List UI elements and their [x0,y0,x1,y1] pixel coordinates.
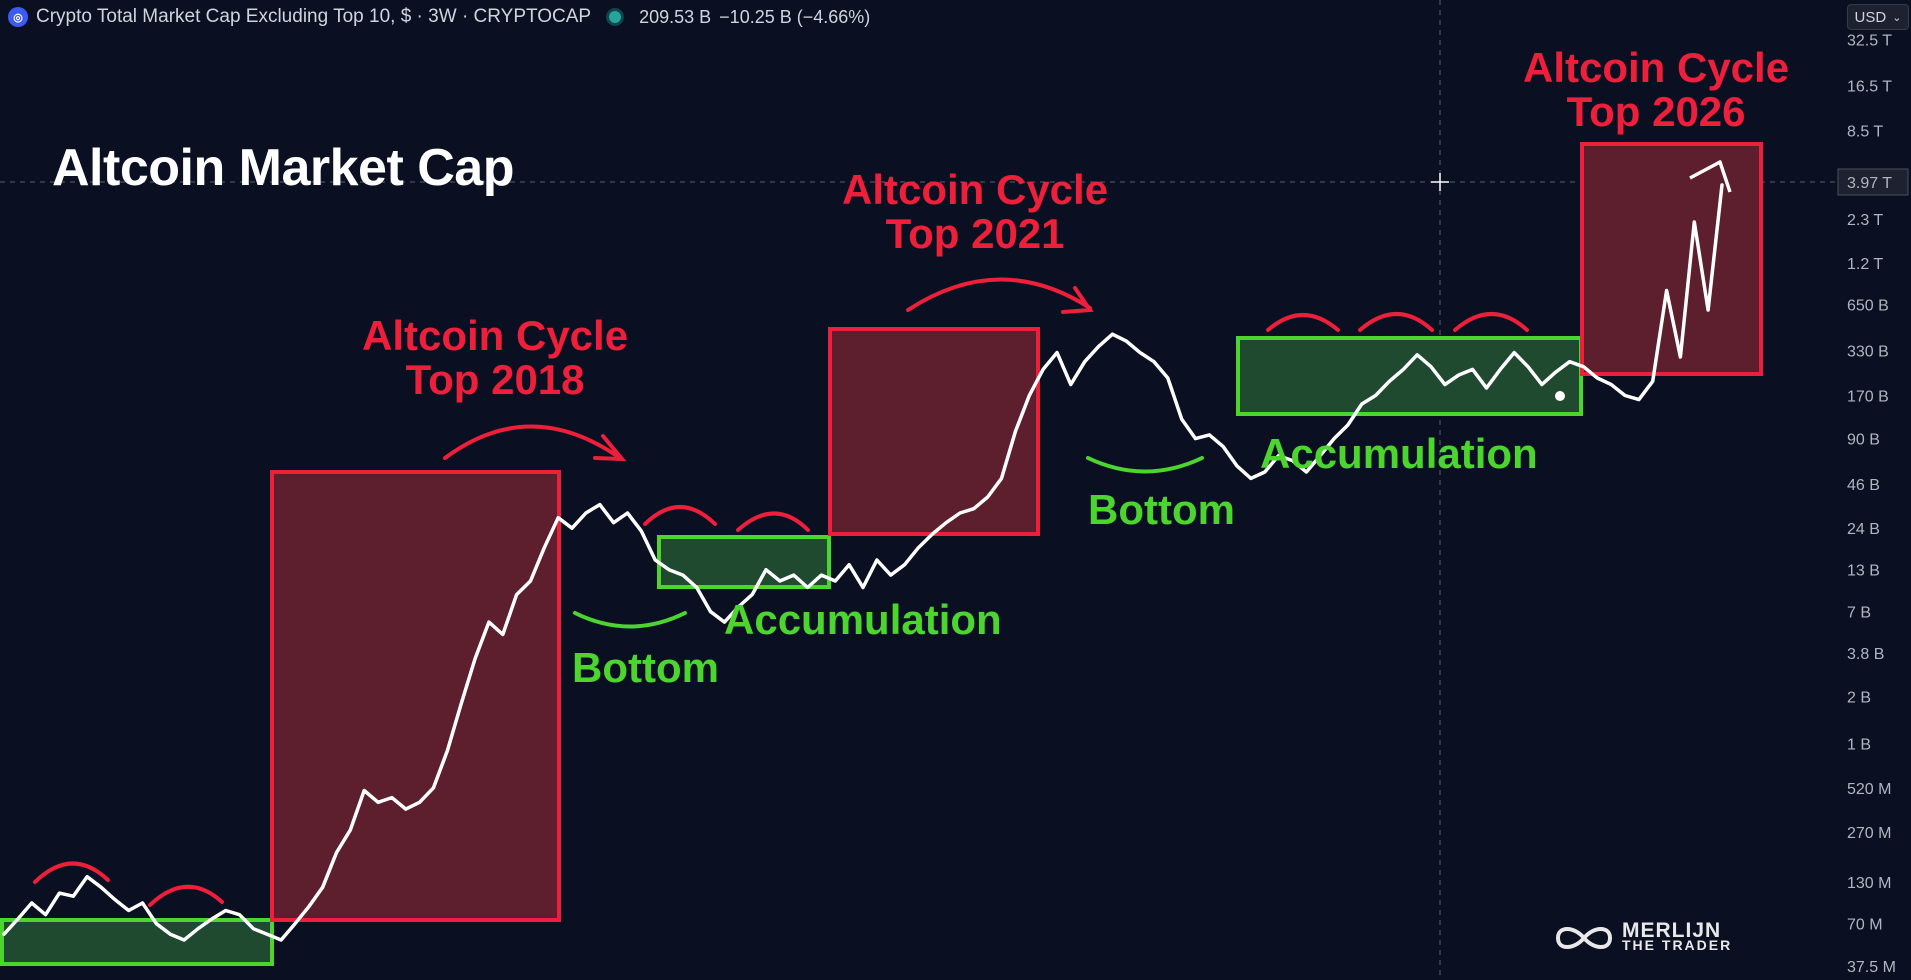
watermark-line-2: THE TRADER [1622,937,1733,953]
y-axis-tick-label: 37.5 M [1847,959,1896,976]
y-axis-tick-label: 2 B [1847,690,1871,707]
watermark-line-1: MERLIJN [1622,919,1722,942]
cycle-arc [736,511,810,532]
y-axis-tick-label: 3.8 B [1847,646,1884,663]
cycle-arc [1453,312,1529,332]
y-axis-tick-label: 170 B [1847,388,1889,405]
cycle-arc [33,861,110,884]
arrow-head [1061,286,1094,314]
top-2026-label: Altcoin Cycle Top 2026 [1523,46,1789,134]
currency-dropdown[interactable]: USD ⌄ [1847,4,1909,30]
top-2018-label: Altcoin Cycle Top 2018 [362,314,628,402]
y-axis-tick-label: 270 M [1847,825,1891,842]
accumulation-label-1: Accumulation [724,596,1002,643]
market-status-dot [609,11,622,23]
watermark: MERLIJN THE TRADER [1552,918,1732,958]
cycle-arc [906,277,1092,312]
y-axis-tick-label: 24 B [1847,521,1880,538]
accumulation-zone-2 [657,535,831,589]
cycle-top-zone-2018 [270,470,561,922]
bottom-arc [573,611,687,629]
y-axis-tick-label: 1.2 T [1847,256,1883,273]
accumulation-zone-1 [0,918,274,966]
label-line-2: Top 2018 [405,356,585,403]
y-axis-tick-label: 330 B [1847,344,1889,361]
y-axis-tick-label: 2.3 T [1847,212,1883,229]
y-axis-tick-label: 70 M [1847,917,1883,934]
y-axis-tick-label: 3.97 T [1847,175,1892,192]
crosshair-cursor-icon [1431,173,1449,191]
label-line-1: Altcoin Cycle [362,312,629,359]
y-axis-tick-label: 8.5 T [1847,123,1883,140]
infinity-logo-icon [1555,927,1613,949]
current-price-marker [1555,391,1565,401]
y-axis-tick-label: 520 M [1847,781,1891,798]
cryptocap-logo-icon: ◎ [8,7,28,27]
top-2021-label: Altcoin Cycle Top 2021 [842,168,1108,256]
cycle-top-zone-2021 [828,327,1040,536]
y-axis-tick-label: 16.5 T [1847,78,1892,95]
y-axis-tick-label: 46 B [1847,477,1880,494]
bottom-label-2: Bottom [1088,486,1235,533]
cycle-arc [1358,312,1434,332]
arrow-head [1689,160,1732,193]
symbol-header[interactable]: ◎ Crypto Total Market Cap Excluding Top … [0,0,1008,34]
y-axis-tick-label: 1 B [1847,737,1871,754]
y-axis-tick-label: 130 M [1847,875,1891,892]
label-line-2: Top 2026 [1566,88,1746,135]
last-value: 209.53 B [639,6,712,27]
cycle-top-zone-2026 [1580,142,1763,376]
bottom-label-1: Bottom [572,644,719,691]
y-axis-tick-label: 90 B [1847,432,1880,449]
y-axis-tick-label: 650 B [1847,298,1889,315]
symbol-title[interactable]: Crypto Total Market Cap Excluding Top 10… [36,6,592,27]
chevron-down-icon: ⌄ [1892,11,1902,24]
accumulation-zone-3 [1236,336,1583,416]
price-line [2,183,1724,942]
cycle-arc [643,505,717,526]
page-title: Altcoin Market Cap [52,139,514,197]
bottom-arc [1086,456,1204,474]
y-axis-tick-label: 13 B [1847,563,1880,580]
price-change: −10.25 B (−4.66%) [719,6,871,27]
crosshair-price-tag [1837,168,1909,196]
y-axis-tick-label: 7 B [1847,605,1871,622]
arrow-head [593,434,627,462]
price-axis[interactable]: 37.5 M 70 M 130 M 270 M 520 M 1 B 2 B 3.8 B 7 B 1… [1837,33,1909,976]
cycle-arc [148,884,224,907]
label-line-1: Altcoin Cycle [1523,44,1790,91]
accumulation-label-2: Accumulation [1260,430,1538,477]
cycle-arc [1266,313,1340,332]
cycle-arc [443,424,622,460]
label-line-2: Top 2021 [885,210,1065,257]
label-line-1: Altcoin Cycle [842,166,1109,213]
y-axis-tick-label: 32.5 T [1847,33,1892,50]
currency-label: USD [1854,8,1887,26]
